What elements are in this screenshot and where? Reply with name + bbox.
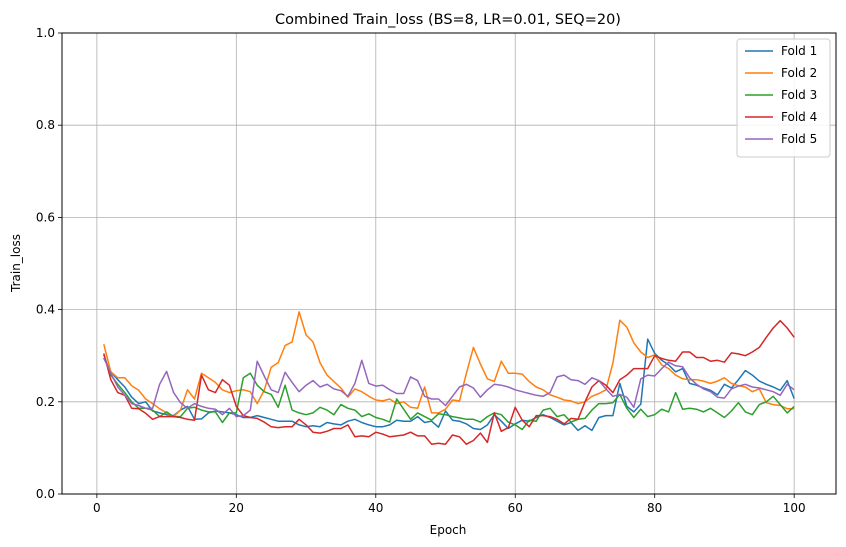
x-tick-label: 100 [783,501,806,515]
legend-label-fold-4: Fold 4 [781,110,817,124]
legend-label-fold-1: Fold 1 [781,44,817,58]
x-tick-label: 60 [508,501,523,515]
legend-label-fold-2: Fold 2 [781,66,817,80]
y-tick-label: 0.0 [36,487,55,501]
y-axis-ticks: 0.0 0.2 0.4 0.6 0.8 1.0 [36,26,62,501]
x-tick-label: 20 [229,501,244,515]
x-axis-ticks: 0 20 40 60 80 100 [93,494,806,515]
series-line-fold-5 [103,357,795,418]
x-tick-label: 40 [368,501,383,515]
y-tick-label: 0.4 [36,303,55,317]
y-tick-label: 1.0 [36,26,55,40]
legend: Fold 1 Fold 2 Fold 3 Fold 4 Fold 5 [736,38,831,158]
x-tick-label: 80 [647,501,662,515]
y-tick-label: 0.8 [36,118,55,132]
y-tick-label: 0.6 [36,210,55,224]
legend-label-fold-5: Fold 5 [781,132,817,146]
plot-frame [61,32,837,495]
series-line-fold-4 [103,319,795,445]
y-tick-label: 0.2 [36,395,55,409]
x-tick-label: 0 [93,501,101,515]
chart-title: Combined Train_loss (BS=8, LR=0.01, SEQ=… [275,12,621,28]
legend-box [736,38,831,158]
y-axis-title: Train_loss [9,234,23,293]
series-line-fold-3 [103,354,795,431]
x-axis-title: Epoch [430,523,467,537]
legend-label-fold-3: Fold 3 [781,88,817,102]
series-lines [103,311,795,445]
